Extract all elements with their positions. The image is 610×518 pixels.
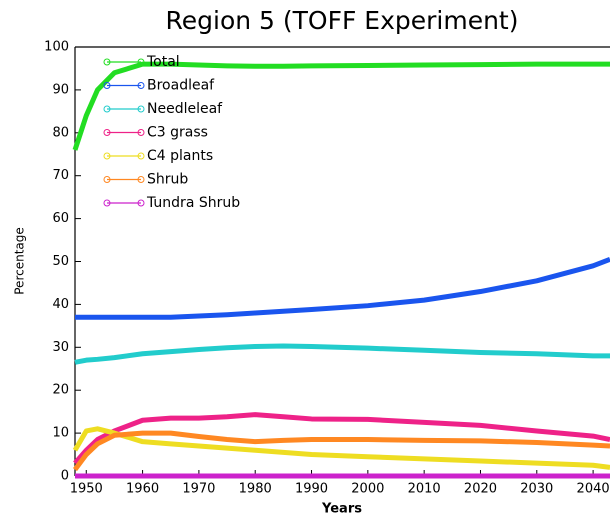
legend-label: Total: [146, 54, 180, 70]
x-axis-label: Years: [321, 502, 362, 517]
x-tick-label: 1950: [70, 482, 103, 497]
legend-label: C4 plants: [147, 148, 213, 164]
legend-marker: [103, 199, 111, 207]
y-tick-label: 90: [52, 82, 69, 97]
legend-marker: [103, 105, 111, 113]
series-line: [73, 430, 610, 472]
series-line: [72, 426, 610, 470]
x-tick-label: 1990: [295, 482, 328, 497]
legend-marker: [137, 105, 145, 113]
legend-label: Tundra Shrub: [146, 195, 240, 211]
x-tick-label: 2030: [520, 482, 553, 497]
y-tick-label: 20: [52, 383, 69, 398]
y-tick-label: 30: [52, 340, 69, 355]
series-line: [72, 61, 610, 151]
y-tick-label: 70: [52, 168, 69, 183]
x-tick-label: 1980: [239, 482, 272, 497]
chart-title: Region 5 (TOFF Experiment): [166, 6, 519, 35]
y-tick-label: 10: [52, 426, 69, 441]
y-axis-label: Percentage: [13, 227, 27, 295]
x-tick-label: 2040: [577, 482, 610, 497]
x-tick-label: 1970: [182, 482, 215, 497]
legend-label: C3 grass: [147, 125, 208, 141]
x-tick-label: 2020: [464, 482, 497, 497]
series-line: [74, 343, 610, 365]
legend-marker: [103, 176, 111, 183]
legend-marker: [137, 199, 145, 207]
legend-marker: [137, 129, 145, 136]
legend-marker: [137, 152, 145, 160]
y-tick-label: 0: [61, 469, 69, 484]
y-tick-label: 50: [52, 254, 69, 269]
legend-marker: [103, 82, 111, 89]
x-tick-label: 2010: [408, 482, 441, 497]
y-tick-label: 60: [52, 211, 69, 226]
legend-marker: [103, 58, 111, 66]
y-tick-label: 100: [44, 40, 69, 55]
legend-marker: [137, 176, 145, 183]
legend-label: Needleleaf: [147, 101, 223, 117]
legend-marker: [137, 82, 145, 89]
legend-label: Shrub: [147, 172, 188, 188]
y-tick-label: 80: [52, 125, 69, 140]
legend-marker: [103, 152, 111, 160]
series-line: [75, 257, 610, 320]
legend-label: Broadleaf: [147, 78, 215, 94]
legend-marker: [137, 58, 145, 66]
x-tick-label: 1960: [126, 482, 159, 497]
x-tick-label: 2000: [351, 482, 384, 497]
legend-marker: [103, 129, 111, 136]
y-tick-label: 40: [52, 297, 69, 312]
